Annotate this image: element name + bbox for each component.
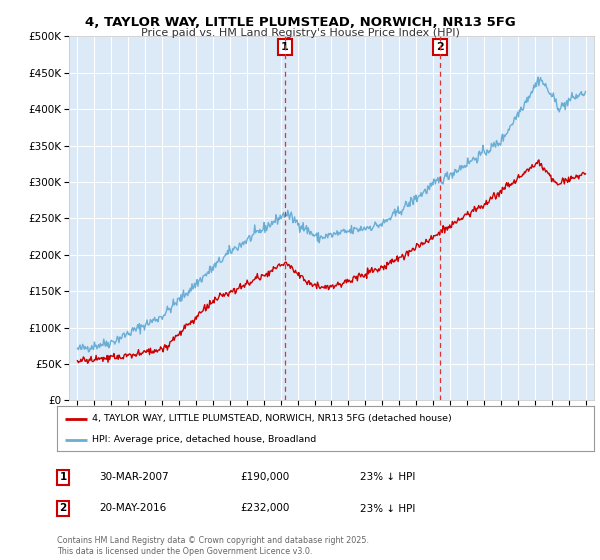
Text: 2: 2 bbox=[436, 42, 443, 52]
Text: £232,000: £232,000 bbox=[240, 503, 289, 514]
Text: 20-MAY-2016: 20-MAY-2016 bbox=[99, 503, 166, 514]
Text: 4, TAYLOR WAY, LITTLE PLUMSTEAD, NORWICH, NR13 5FG (detached house): 4, TAYLOR WAY, LITTLE PLUMSTEAD, NORWICH… bbox=[92, 414, 452, 423]
Text: Price paid vs. HM Land Registry's House Price Index (HPI): Price paid vs. HM Land Registry's House … bbox=[140, 28, 460, 38]
Text: £190,000: £190,000 bbox=[240, 472, 289, 482]
Text: 4, TAYLOR WAY, LITTLE PLUMSTEAD, NORWICH, NR13 5FG: 4, TAYLOR WAY, LITTLE PLUMSTEAD, NORWICH… bbox=[85, 16, 515, 29]
Text: 1: 1 bbox=[59, 472, 67, 482]
Text: 23% ↓ HPI: 23% ↓ HPI bbox=[360, 503, 415, 514]
Text: 2: 2 bbox=[59, 503, 67, 514]
Text: HPI: Average price, detached house, Broadland: HPI: Average price, detached house, Broa… bbox=[92, 435, 316, 444]
Text: 1: 1 bbox=[281, 42, 289, 52]
Text: 23% ↓ HPI: 23% ↓ HPI bbox=[360, 472, 415, 482]
Text: Contains HM Land Registry data © Crown copyright and database right 2025.
This d: Contains HM Land Registry data © Crown c… bbox=[57, 536, 369, 556]
Text: 30-MAR-2007: 30-MAR-2007 bbox=[99, 472, 169, 482]
